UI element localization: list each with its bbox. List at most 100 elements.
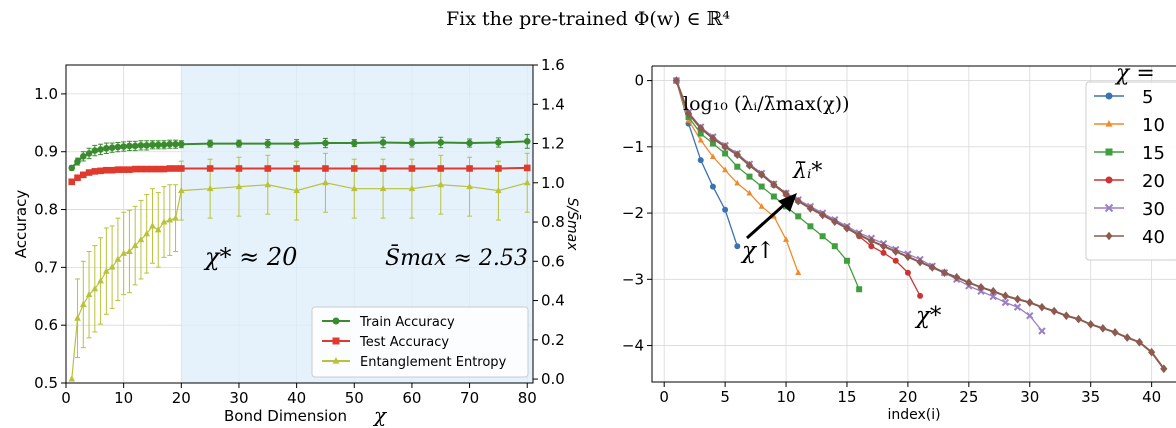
entropy-point — [160, 218, 168, 225]
entropy-point — [166, 216, 174, 223]
train-point — [79, 153, 87, 160]
train-point — [523, 138, 531, 145]
test-point — [379, 165, 387, 172]
entropy-point — [143, 230, 151, 237]
train-point — [379, 139, 387, 146]
entropy-point — [466, 182, 473, 190]
entropy-point — [91, 284, 99, 292]
legend-label-train: Train Accuracy — [359, 315, 455, 330]
train-point — [97, 146, 104, 153]
right-axis-tick-label: 0.4 — [541, 292, 565, 310]
entropy-point — [264, 180, 272, 188]
left-ylabel: Accuracy — [12, 190, 30, 259]
annotation-chi-star: χ* ≈ 20 — [203, 243, 297, 271]
test-point — [108, 166, 116, 174]
train-point — [166, 140, 174, 148]
test-point — [126, 166, 133, 173]
test-point — [131, 165, 139, 173]
train-point — [466, 139, 473, 147]
test-point — [166, 165, 174, 172]
train-point — [408, 139, 416, 147]
train-point — [350, 139, 358, 147]
left-xlabel: Bond Dimension — [224, 407, 347, 425]
entropy-point — [120, 249, 127, 256]
train-point — [154, 141, 162, 149]
right-axis-tick-label: 0.0 — [541, 370, 565, 388]
left-xtick-label: 0 — [61, 389, 71, 407]
test-point — [206, 165, 214, 172]
legend-label-test: Test Accuracy — [359, 335, 449, 350]
left-xtick-label: 80 — [518, 389, 537, 407]
train-point — [114, 143, 122, 151]
test-point — [178, 165, 185, 172]
entropy-point — [154, 226, 162, 233]
train-point — [137, 142, 145, 149]
left-ytick-label: 0.8 — [34, 201, 58, 219]
left-xtick-label: 60 — [402, 389, 421, 407]
train-point — [495, 139, 502, 146]
train-point — [126, 142, 133, 150]
entropy-point — [85, 290, 93, 298]
entropy-point — [149, 222, 156, 229]
series-train — [68, 133, 531, 172]
left-xtick-label: 50 — [345, 389, 364, 407]
entropy-point — [350, 184, 358, 192]
test-point — [350, 165, 358, 172]
test-point — [85, 169, 93, 176]
test-point — [172, 165, 179, 172]
left-legend: Train Accuracy Test Accuracy Entanglement … — [311, 306, 529, 378]
entropy-point — [178, 186, 185, 194]
train-point — [293, 140, 300, 147]
train-point — [160, 141, 168, 149]
entropy-point — [379, 184, 387, 192]
test-point — [322, 165, 329, 172]
legend-swatch-marker — [332, 337, 340, 345]
figure-suptitle: Fix the pre-trained Φ(w) ∈ ℝ⁴ — [445, 8, 731, 30]
train-point — [437, 139, 445, 146]
entropy-point — [293, 186, 300, 194]
right-axis-tick-label: 1.6 — [541, 56, 565, 74]
test-point — [160, 165, 168, 173]
test-point — [68, 178, 76, 186]
train-point — [68, 164, 76, 172]
entropy-point — [74, 314, 81, 321]
entropy-point — [408, 184, 416, 192]
test-point — [137, 165, 145, 173]
left-plot-frame — [65, 64, 534, 384]
train-point — [108, 144, 116, 151]
entropy-point — [206, 184, 214, 192]
entropy-point — [68, 375, 76, 382]
legend-swatch-marker — [332, 356, 340, 364]
left-xtick-label: 20 — [172, 389, 191, 407]
left-xtick-label: 30 — [229, 389, 248, 407]
entropy-point — [114, 255, 122, 262]
series-test — [68, 164, 531, 186]
entropy-point — [97, 277, 104, 284]
train-point — [131, 142, 139, 150]
entropy-point — [235, 182, 243, 190]
train-point — [85, 150, 93, 157]
left-xtick-label: 40 — [287, 389, 306, 407]
legend-label-entropy: Entanglement Entropy — [360, 355, 507, 370]
entropy-point — [172, 214, 179, 221]
left-ytick-label: 1.0 — [34, 85, 58, 103]
train-point — [74, 158, 81, 165]
entropy-point — [137, 235, 145, 243]
right-axis-tick-label: 0.6 — [541, 252, 565, 270]
left-xtick-label: 70 — [460, 389, 479, 407]
train-point — [264, 140, 272, 147]
right-axis-tick-label: 1.0 — [541, 174, 565, 192]
test-point — [143, 165, 151, 173]
test-point — [293, 165, 300, 172]
right-axis-tick-label: 1.2 — [541, 135, 565, 153]
test-point — [437, 165, 445, 172]
right-axis-tick-label: 0.8 — [541, 213, 565, 231]
left-legend-box — [311, 306, 529, 378]
test-point — [495, 165, 502, 172]
left-xlabel-symbol: χ — [372, 403, 388, 427]
left-ytick-label: 0.7 — [34, 258, 58, 276]
test-point — [466, 165, 473, 172]
right-axis-tick-label: 0.2 — [541, 331, 565, 349]
